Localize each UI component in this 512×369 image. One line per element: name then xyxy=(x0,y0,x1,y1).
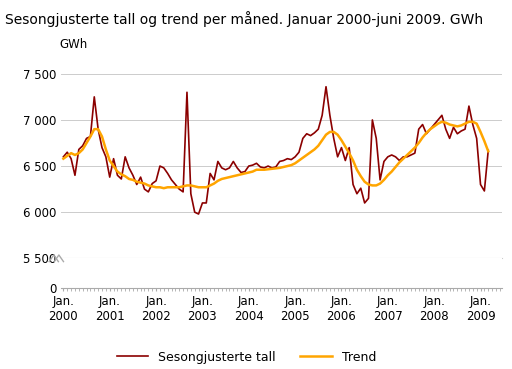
Sesongjusterte tall xyxy=(478,182,484,187)
Line: Trend: Trend xyxy=(63,122,488,188)
Sesongjusterte tall xyxy=(196,212,202,216)
Trend xyxy=(157,185,163,190)
Sesongjusterte tall xyxy=(485,148,492,153)
Trend xyxy=(161,186,167,190)
Sesongjusterte tall xyxy=(157,164,163,168)
Trend xyxy=(439,120,445,124)
Line: Sesongjusterte tall: Sesongjusterte tall xyxy=(63,87,488,214)
Trend xyxy=(485,149,492,154)
Trend xyxy=(60,156,67,161)
Sesongjusterte tall xyxy=(223,168,229,172)
Sesongjusterte tall xyxy=(261,166,267,170)
Sesongjusterte tall xyxy=(60,155,67,159)
Sesongjusterte tall xyxy=(311,131,317,135)
Sesongjusterte tall xyxy=(323,85,329,89)
Trend xyxy=(261,168,267,172)
Legend: Sesongjusterte tall, Trend: Sesongjusterte tall, Trend xyxy=(117,351,376,364)
Sesongjusterte tall xyxy=(168,177,175,182)
Text: GWh: GWh xyxy=(59,38,88,51)
Text: Sesongjusterte tall og trend per måned. Januar 2000-juni 2009. GWh: Sesongjusterte tall og trend per måned. … xyxy=(5,11,483,27)
Trend xyxy=(223,176,229,180)
Trend xyxy=(478,130,484,134)
Trend xyxy=(173,185,179,190)
Trend xyxy=(311,147,317,152)
